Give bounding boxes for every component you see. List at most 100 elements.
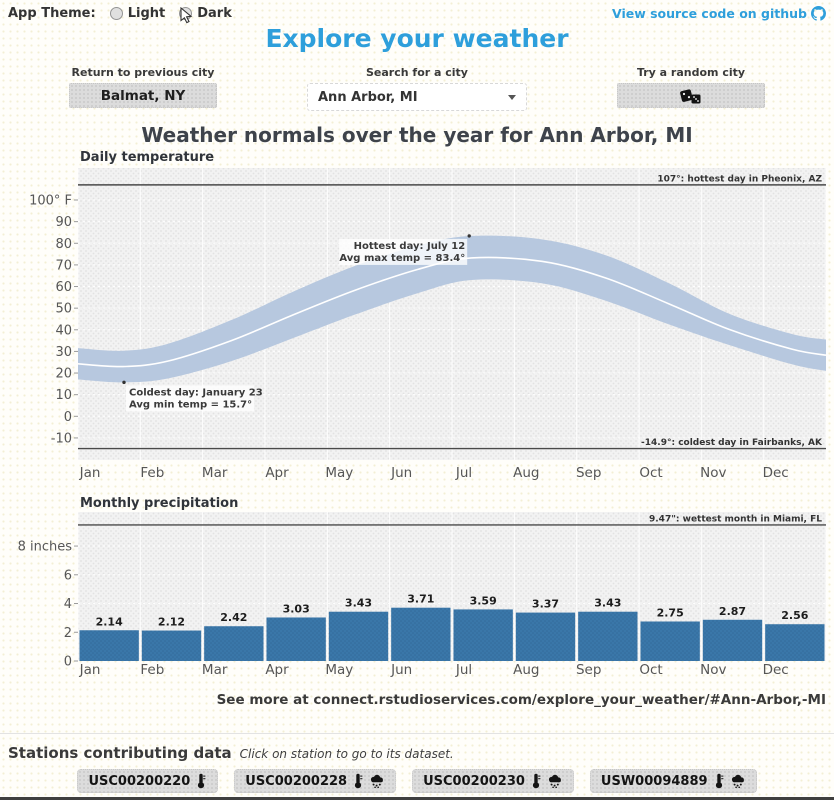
svg-text:70: 70 <box>55 258 72 273</box>
rain-cloud-icon <box>548 774 561 788</box>
monthly-precipitation-chart: 0 2 4 6 8 inches 9.47": wettest month in Miam… <box>18 512 827 678</box>
stations-section: Stations contributing data Click on stat… <box>8 744 826 793</box>
precip-bar-value: 3.43 <box>594 597 621 610</box>
svg-text:Jul: Jul <box>455 662 472 678</box>
station-id: USC00200228 <box>245 773 348 789</box>
precip-bar <box>204 626 264 661</box>
svg-text:Mar: Mar <box>202 465 228 481</box>
dice-icon <box>680 88 701 103</box>
station-button-USW00094889[interactable]: USW00094889 <box>589 769 757 793</box>
light-radio[interactable] <box>109 7 123 20</box>
precip-x-axis: Jan Feb Mar Apr May Jun Jul Aug Sep Oct Nov Dec <box>79 662 789 678</box>
svg-text:Dec: Dec <box>763 465 789 481</box>
section-divider <box>0 733 834 734</box>
svg-text:Apr: Apr <box>265 465 289 481</box>
svg-text:30: 30 <box>55 345 72 360</box>
svg-text:Jan: Jan <box>79 662 101 678</box>
precip-bar <box>640 621 700 661</box>
precip-bar-value: 2.12 <box>158 616 185 629</box>
station-button-USC00200228[interactable]: USC00200228 <box>234 769 397 793</box>
precip-bar-value: 3.71 <box>407 593 434 606</box>
svg-text:May: May <box>325 662 353 678</box>
precip-y-axis: 0 2 4 6 8 inches <box>18 540 78 670</box>
thermometer-icon <box>532 773 541 789</box>
precip-bar <box>765 624 825 661</box>
dark-radio-label: Dark <box>197 6 232 21</box>
svg-text:May: May <box>325 465 353 481</box>
precip-bar-value: 2.42 <box>220 611 247 624</box>
svg-text:Apr: Apr <box>265 662 289 678</box>
precip-gridlines <box>77 512 827 661</box>
station-button-USC00200230[interactable]: USC00200230 <box>412 769 574 793</box>
svg-text:-10: -10 <box>51 431 72 446</box>
rain-cloud-icon <box>731 774 744 788</box>
search-city-control: Search for a city Ann Arbor, MI <box>307 66 527 111</box>
svg-text:60: 60 <box>55 280 72 295</box>
svg-text:Jun: Jun <box>390 662 412 678</box>
temp-chart-title: Daily temperature <box>80 150 215 165</box>
svg-text:Oct: Oct <box>639 662 662 678</box>
precip-bar <box>328 611 389 661</box>
stations-heading: Stations contributing data <box>8 744 232 762</box>
svg-text:Coldest day: January 23: Coldest day: January 23 <box>129 387 263 398</box>
svg-text:Jan: Jan <box>79 465 101 481</box>
precip-bar-value: 3.03 <box>283 602 310 615</box>
previous-city-button-label: Balmat, NY <box>100 87 186 104</box>
temp-y-axis: 100° F 90 80 70 60 50 40 30 20 10 0 -10 <box>29 194 78 446</box>
precip-bar <box>266 617 326 661</box>
svg-text:Jun: Jun <box>390 465 412 481</box>
source-code-link[interactable]: View source code on github <box>612 6 826 21</box>
precip-bar-value: 3.59 <box>470 594 497 607</box>
dark-radio[interactable] <box>179 7 193 20</box>
thermometer-icon <box>354 773 363 789</box>
precip-chart-title: Monthly precipitation <box>80 496 239 511</box>
svg-text:Aug: Aug <box>513 662 539 678</box>
thermometer-icon <box>198 773 206 789</box>
svg-text:Nov: Nov <box>700 465 726 481</box>
svg-text:10: 10 <box>55 388 72 403</box>
city-select[interactable]: Ann Arbor, MI <box>307 83 527 111</box>
precip-reference-label: 9.47": wettest month in Miami, FL <box>649 514 822 524</box>
city-select-value: Ann Arbor, MI <box>318 89 418 105</box>
svg-text:Jul: Jul <box>455 465 472 481</box>
svg-text:Sep: Sep <box>576 662 601 678</box>
precip-bar <box>515 612 576 661</box>
svg-text:50: 50 <box>55 302 72 317</box>
temp-reference-label: -14.9°: coldest day in Fairbanks, AK <box>641 438 823 448</box>
random-city-button[interactable] <box>617 83 765 108</box>
theme-option-light: Light <box>109 6 166 21</box>
precip-bar <box>453 609 513 661</box>
precip-bar-value: 3.37 <box>532 598 559 611</box>
previous-city-label: Return to previous city <box>71 66 215 79</box>
svg-text:0: 0 <box>64 655 72 670</box>
temp-x-axis: Jan Feb Mar Apr May Jun Jul Aug Sep Oct Nov Dec <box>79 465 789 481</box>
station-id: USC00200230 <box>423 773 525 789</box>
precip-bar <box>79 630 139 661</box>
svg-text:Sep: Sep <box>576 465 601 481</box>
precip-bars: 2.14 2.12 2.42 3.03 3.43 3.71 3.59 3.37 3.43 2.75… <box>79 593 825 661</box>
station-id: USC00200220 <box>88 773 191 789</box>
thermometer-icon <box>715 773 723 789</box>
precip-bar-value: 3.43 <box>345 597 372 610</box>
page-title: Explore your weather <box>265 24 569 53</box>
svg-text:Feb: Feb <box>140 662 164 678</box>
svg-text:Mar: Mar <box>202 662 228 678</box>
svg-text:90: 90 <box>55 215 72 230</box>
svg-text:6: 6 <box>64 568 72 583</box>
station-button-row: USC00200220 USC00200228 USC00200230 USW0009… <box>8 769 826 793</box>
see-more-text: See more at connect.rstudioservices.com/… <box>216 692 826 708</box>
svg-text:Nov: Nov <box>700 662 726 678</box>
station-button-USC00200220[interactable]: USC00200220 <box>77 769 219 793</box>
light-radio-label: Light <box>127 6 166 21</box>
precip-bar-value: 2.56 <box>781 609 808 622</box>
previous-city-button[interactable]: Balmat, NY <box>69 83 217 108</box>
previous-city-control: Return to previous city Balmat, NY <box>36 66 250 108</box>
svg-text:4: 4 <box>64 597 72 612</box>
svg-text:40: 40 <box>55 323 72 338</box>
top-bar: App Theme: Light Dark View source code o… <box>8 6 826 24</box>
theme-option-dark: Dark <box>179 6 232 24</box>
temp-reference-label: 107°: hottest day in Pheonix, AZ <box>657 174 822 184</box>
svg-text:Feb: Feb <box>140 465 164 481</box>
precip-bar-value: 2.87 <box>719 605 746 618</box>
